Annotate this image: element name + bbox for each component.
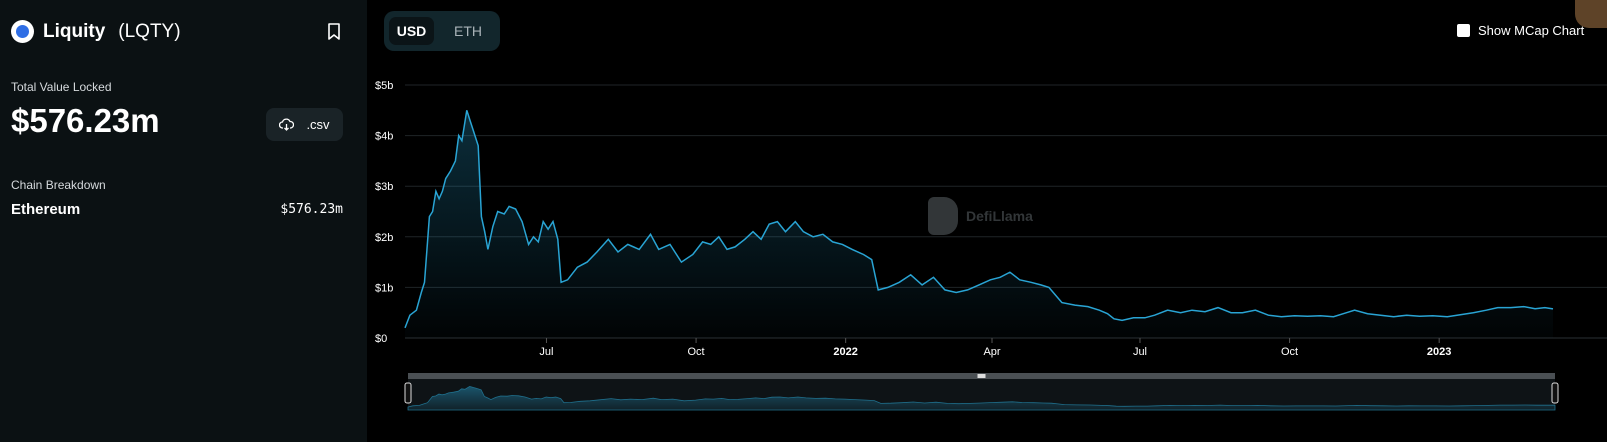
- chain-breakdown-label: Chain Breakdown: [11, 178, 106, 192]
- y-tick-label: $2b: [375, 232, 393, 244]
- cloud-download-icon: [279, 118, 295, 131]
- y-tick-label: $4b: [375, 131, 393, 143]
- currency-toggle: USD ETH: [384, 11, 500, 51]
- tvl-label: Total Value Locked: [11, 80, 112, 94]
- x-tick-label: Oct: [1281, 346, 1298, 358]
- chain-name: Ethereum: [11, 201, 81, 218]
- x-tick-label: Apr: [983, 346, 1000, 358]
- csv-button-label: .csv: [306, 117, 330, 132]
- x-tick-label: Jul: [539, 346, 553, 358]
- chain-value: $576.23m: [280, 202, 343, 217]
- defillama-watermark: DefiLlama: [928, 197, 1033, 235]
- tvl-line: [404, 110, 1554, 329]
- watermark-text: DefiLlama: [966, 208, 1033, 224]
- bookmark-icon[interactable]: [327, 23, 341, 40]
- slider-right-handle[interactable]: [1551, 382, 1559, 404]
- y-tick-label: $3b: [375, 181, 393, 193]
- range-slider[interactable]: [404, 373, 1559, 411]
- protocol-symbol: (LQTY): [118, 20, 181, 42]
- x-tick-label: Oct: [688, 346, 705, 358]
- slider-grip-icon[interactable]: [977, 374, 986, 378]
- x-tick-label: Jul: [1133, 346, 1147, 358]
- mcap-toggle[interactable]: Show MCap Chart: [1457, 23, 1584, 38]
- tvl-value: $576.23m: [11, 102, 160, 139]
- liquity-logo-icon: [11, 20, 34, 43]
- eth-toggle-button[interactable]: ETH: [454, 23, 482, 39]
- protocol-name: Liquity: [43, 20, 106, 42]
- avatar[interactable]: [1575, 0, 1607, 28]
- tvl-area: [405, 110, 1553, 338]
- y-tick-label: $0: [375, 333, 387, 345]
- usd-toggle-button[interactable]: USD: [389, 17, 434, 45]
- download-csv-button[interactable]: .csv: [266, 108, 343, 141]
- y-tick-label: $1b: [375, 282, 393, 294]
- llama-icon: [928, 197, 958, 235]
- x-tick-label: 2023: [1427, 346, 1451, 358]
- slider-left-handle[interactable]: [404, 382, 412, 404]
- tvl-chart[interactable]: $0 $1b $2b $3b $4b $5b Jul Oct 2022 Apr Jul Oct 202…: [367, 60, 1607, 442]
- sidebar: Liquity (LQTY) Total Value Locked $576.2…: [0, 0, 367, 442]
- mcap-label: Show MCap Chart: [1478, 23, 1585, 38]
- x-tick-label: 2022: [833, 346, 857, 358]
- y-tick-label: $5b: [375, 80, 393, 92]
- mcap-checkbox[interactable]: [1457, 24, 1470, 37]
- slider-preview: [407, 385, 1556, 411]
- protocol-header: Liquity (LQTY): [11, 20, 181, 43]
